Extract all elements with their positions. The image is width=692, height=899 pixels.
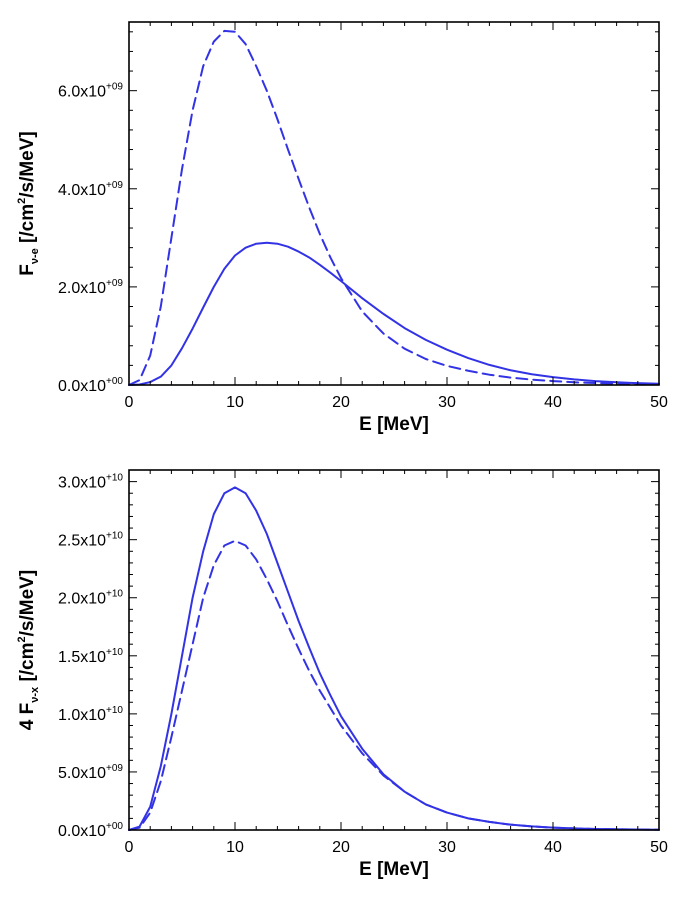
top-x-axis-label: E [MeV] (359, 414, 429, 435)
bottom-y-axis-label: 4 Fν-x [/cm2/s/MeV] (16, 570, 41, 730)
bottom-x-tick-label: 40 (544, 839, 562, 856)
bottom-y-tick-label: 1.5x10+10 (58, 647, 123, 666)
bottom-x-tick-label: 30 (438, 839, 456, 856)
bottom-series-dashed-line (128, 539, 660, 831)
bottom-y-tick-label: 2.5x10+10 (58, 531, 123, 550)
top-y-tick-label: 2.0x10+09 (58, 278, 123, 297)
bottom-y-tick-label: 5.0x10+09 (58, 763, 123, 782)
bottom-x-tick-label: 10 (226, 839, 244, 856)
top-series-solid-line (128, 241, 660, 386)
top-y-tick-label: 0.0x10+00 (58, 376, 123, 395)
top-x-tick-label: 10 (226, 394, 244, 411)
bottom-y-tick-label: 0.0x10+00 (58, 821, 123, 840)
bottom-series-solid-line (128, 486, 660, 831)
top-x-tick-label: 30 (438, 394, 456, 411)
top-chart-panel: 0 10 20 30 40 50 0.0x10+00 2.0x10+09 4.0x10+09 6.… (16, 21, 668, 435)
bottom-y-tick-label: 2.0x10+10 (58, 589, 123, 608)
top-x-tick-label: 50 (650, 394, 668, 411)
top-x-tick-label: 20 (332, 394, 350, 411)
bottom-x-tick-label: 20 (332, 839, 350, 856)
top-y-tick-label: 4.0x10+09 (58, 180, 123, 199)
top-y-tick-label: 6.0x10+09 (58, 82, 123, 101)
bottom-y-tick-label: 3.0x10+10 (58, 473, 123, 492)
bottom-x-tick-label: 50 (650, 839, 668, 856)
top-series-dashed-line (128, 29, 660, 386)
top-x-tick-label: 0 (125, 394, 134, 411)
bottom-x-axis-label: E [MeV] (359, 859, 429, 880)
bottom-plot-frame (128, 469, 660, 831)
bottom-y-tick-label: 1.0x10+10 (58, 705, 123, 724)
bottom-chart-panel: 0 10 20 30 40 50 0.0x10+00 5.0x10+09 1.0x10+10 1.… (16, 469, 668, 880)
top-y-axis-label: Fν-e [/cm2/s/MeV] (16, 131, 41, 276)
top-plot-frame (128, 21, 660, 386)
top-x-tick-label: 40 (544, 394, 562, 411)
bottom-x-tick-label: 0 (125, 839, 134, 856)
